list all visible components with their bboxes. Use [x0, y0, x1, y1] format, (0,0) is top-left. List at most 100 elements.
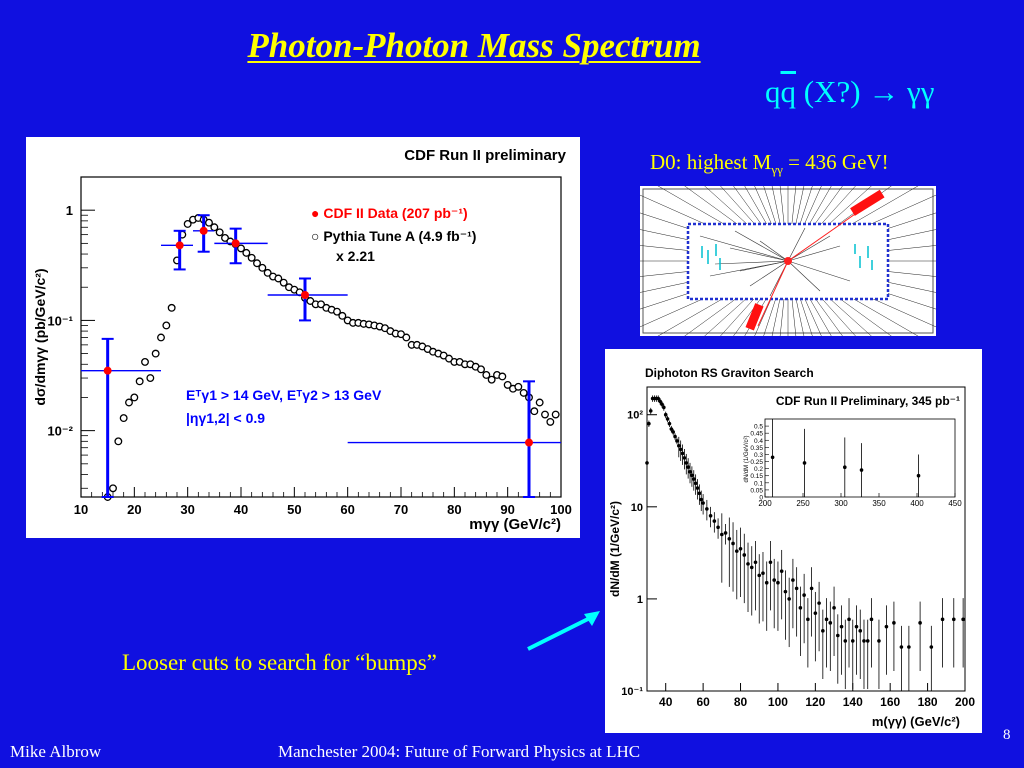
pythia-point	[498, 372, 507, 381]
inset-y-tick-label: 0.35	[750, 445, 763, 452]
pythia-point	[482, 371, 491, 379]
rs-x-tick-label: 180	[918, 695, 938, 709]
rs-inset-y-label: dN/dM (1/GeV/c²)	[744, 435, 750, 482]
pointer-arrow	[527, 611, 600, 651]
rs-data-markers	[645, 395, 965, 691]
cdf-x-tick-label: 50	[287, 502, 301, 517]
pythia-point	[477, 365, 485, 374]
pythia-point	[487, 375, 496, 384]
rs-point	[899, 645, 904, 649]
rs-point	[951, 617, 956, 622]
pythia-point	[183, 220, 192, 228]
rs-point	[705, 507, 709, 511]
inset-x-tick-label: 300	[834, 499, 848, 508]
inset-y-tick-label: 0.3	[754, 452, 763, 459]
rs-point	[738, 547, 743, 551]
d0-fan-line	[787, 186, 856, 262]
d0-fan-line	[787, 260, 805, 336]
rs-point	[684, 461, 689, 465]
cdf-x-tick-label: 60	[340, 502, 354, 517]
rs-point	[749, 565, 754, 570]
pythia-point	[263, 268, 272, 277]
d0-fan-line	[787, 186, 797, 262]
rs-point	[847, 617, 851, 622]
rs-point	[783, 589, 788, 594]
rs-point	[662, 405, 666, 410]
rs-y-tick-label: 10⁻¹	[621, 686, 643, 698]
d0-inner-tracks	[699, 227, 851, 297]
rs-point	[677, 443, 681, 448]
inset-y-tick-label: 0	[759, 495, 763, 502]
pythia-point	[333, 307, 341, 316]
d0-fan-line	[771, 186, 789, 262]
d0-fan-line	[733, 260, 789, 336]
pythia-point	[514, 382, 523, 391]
cdf-x-tick-label: 10	[74, 502, 88, 517]
data-point	[525, 438, 533, 447]
inset-y-tick-label: 0.15	[750, 473, 763, 480]
pythia-point	[279, 278, 288, 287]
rs-point	[708, 513, 713, 518]
rs-point	[761, 571, 765, 576]
d0-inner-track	[759, 240, 789, 262]
rs-point	[791, 578, 795, 582]
cdf-legend-pythia: ○ Pythia Tune A (4.9 fb⁻¹)	[311, 228, 476, 244]
pythia-point	[109, 484, 117, 493]
process-rest: (X?) → γγ	[796, 74, 935, 109]
footer-conference: Manchester 2004: Future of Forward Physi…	[278, 742, 641, 761]
rs-point	[798, 606, 803, 610]
d0-fan-line	[787, 260, 797, 336]
d0-inner-track	[714, 260, 789, 265]
cdf-cuts-et: Eᵀγ1 > 14 GeV, Eᵀγ2 > 13 GeV	[186, 387, 382, 403]
rs-point	[858, 629, 863, 633]
rs-point	[772, 578, 776, 582]
rs-point	[665, 417, 670, 421]
cdf-cuts-eta: |ηγ1,2| < 0.9	[186, 410, 265, 426]
rs-inset-frame	[764, 418, 956, 498]
rs-point	[746, 562, 750, 566]
rs-point	[727, 536, 732, 541]
inset-point	[770, 455, 775, 460]
d0-caption-sub: γγ	[771, 162, 783, 178]
inset-x-tick-label: 450	[948, 499, 962, 508]
d0-cyan-hits	[701, 244, 873, 270]
rs-point	[753, 560, 758, 565]
rs-point	[850, 639, 855, 643]
cdf-x-tick-label: 40	[234, 502, 248, 517]
pythia-point	[402, 333, 411, 342]
d0-inner-track	[734, 230, 789, 262]
d0-fan-line	[787, 186, 832, 262]
pythia-point	[338, 311, 347, 320]
inset-y-tick-label: 0.45	[750, 431, 763, 438]
rs-point	[877, 639, 881, 643]
rs-point	[688, 470, 692, 474]
cdf-x-tick-label: 100	[550, 502, 572, 517]
rs-point	[731, 541, 735, 546]
inset-x-tick-label: 200	[758, 499, 772, 508]
pythia-point	[157, 333, 165, 342]
rs-point	[776, 580, 780, 585]
pythia-point	[535, 398, 544, 407]
rs-point	[802, 593, 806, 597]
rs-point	[787, 597, 791, 601]
d0-event-display	[640, 186, 936, 336]
rs-chart-subtitle: CDF Run II Preliminary, 345 pb⁻¹	[776, 394, 960, 408]
data-point	[301, 291, 309, 300]
pythia-point	[317, 300, 325, 309]
inset-point	[859, 468, 864, 472]
rs-y-axis-label: dN/dM (1/GeV/c²)	[608, 501, 622, 597]
inset-x-tick-label: 400	[910, 499, 924, 508]
rs-point	[691, 477, 696, 481]
rs-x-tick-label: 200	[955, 695, 975, 709]
d0-fan-line	[763, 260, 789, 336]
rs-point	[828, 621, 833, 625]
pythia-point	[125, 398, 133, 407]
rs-point	[734, 549, 739, 553]
inset-y-tick-label: 0.1	[754, 480, 763, 487]
rs-point	[667, 421, 672, 426]
rs-point	[832, 606, 836, 610]
pythia-point	[162, 321, 171, 330]
d0-fan-line	[787, 186, 813, 262]
rs-x-tick-label: 140	[843, 695, 863, 709]
cdf-x-tick-label: 80	[447, 502, 461, 517]
